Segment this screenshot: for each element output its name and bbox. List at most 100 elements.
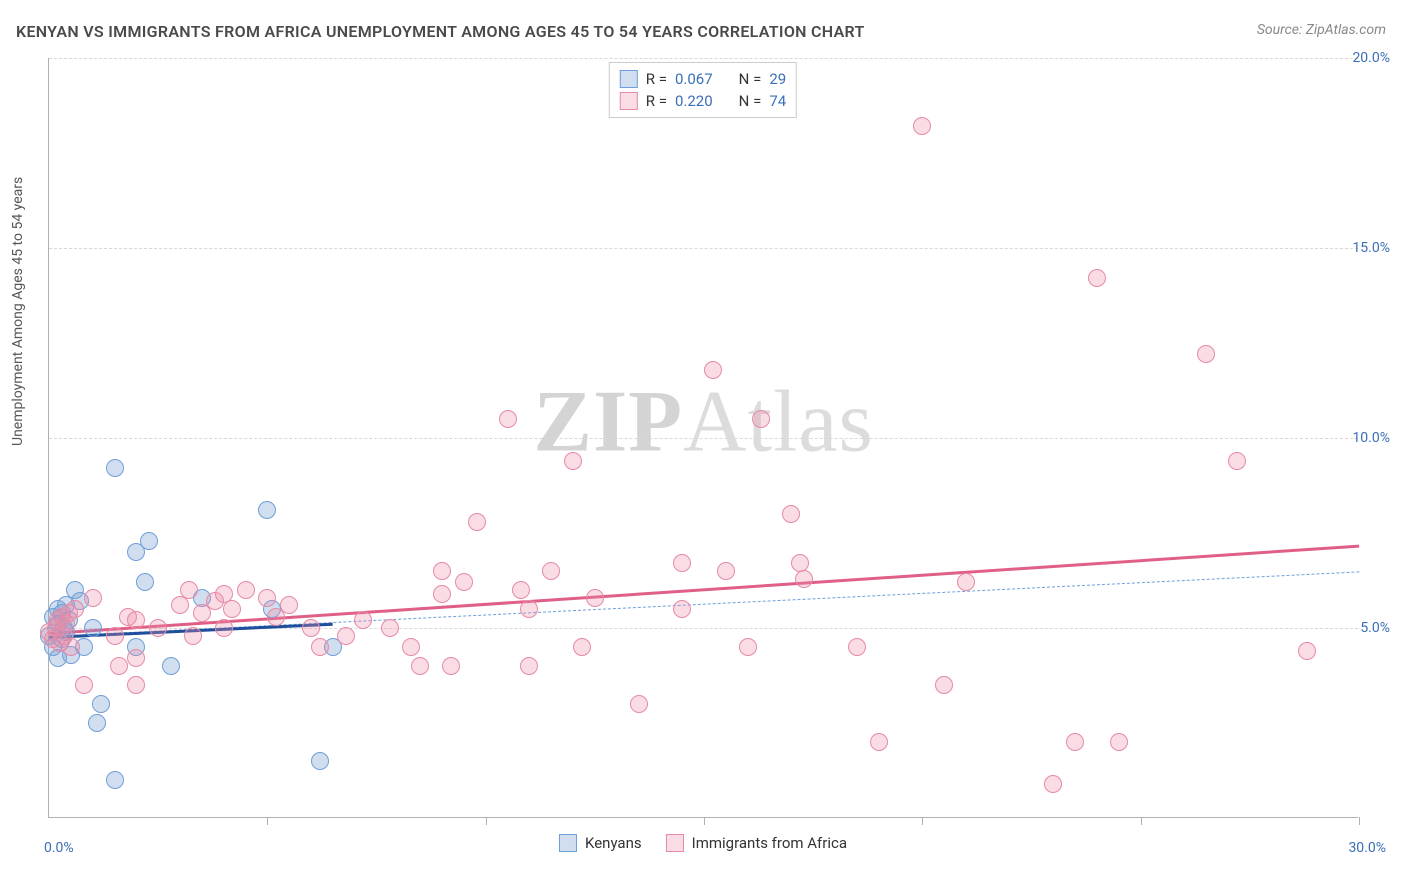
n-label: N = (739, 70, 762, 88)
data-point-kenyans (162, 657, 180, 675)
data-point-immigrants (468, 513, 486, 531)
data-point-immigrants (520, 657, 538, 675)
r-label: R = (646, 92, 667, 110)
n-label: N = (739, 92, 762, 110)
data-point-immigrants (180, 581, 198, 599)
data-point-immigrants (673, 600, 691, 618)
data-point-immigrants (520, 600, 538, 618)
data-point-immigrants (1298, 642, 1316, 660)
data-point-immigrants (630, 695, 648, 713)
data-point-immigrants (870, 733, 888, 751)
data-point-immigrants (913, 117, 931, 135)
data-point-immigrants (512, 581, 530, 599)
data-point-immigrants (848, 638, 866, 656)
data-point-immigrants (957, 573, 975, 591)
data-point-immigrants (782, 505, 800, 523)
data-point-immigrants (62, 638, 80, 656)
data-point-immigrants (127, 676, 145, 694)
data-point-immigrants (752, 410, 770, 428)
data-point-kenyans (88, 714, 106, 732)
n-value-kenyans: 29 (769, 70, 786, 88)
data-point-immigrants (354, 611, 372, 629)
x-tick (1359, 817, 1360, 825)
legend-item-kenyans: Kenyans (559, 834, 642, 852)
data-point-immigrants (110, 657, 128, 675)
data-point-immigrants (302, 619, 320, 637)
swatch-immigrants (666, 834, 684, 852)
data-point-immigrants (455, 573, 473, 591)
data-point-kenyans (106, 771, 124, 789)
data-point-immigrants (258, 589, 276, 607)
data-point-immigrants (673, 554, 691, 572)
data-point-immigrants (1197, 345, 1215, 363)
data-point-immigrants (149, 619, 167, 637)
data-point-immigrants (564, 452, 582, 470)
watermark-bold: ZIP (533, 374, 683, 471)
swatch-kenyans (620, 70, 638, 88)
data-point-immigrants (1044, 775, 1062, 793)
data-point-immigrants (411, 657, 429, 675)
data-point-immigrants (573, 638, 591, 656)
y-tick-label: 5.0% (1360, 620, 1390, 636)
data-point-immigrants (127, 611, 145, 629)
series-legend: Kenyans Immigrants from Africa (559, 834, 847, 852)
grid-line (49, 248, 1358, 249)
data-point-immigrants (739, 638, 757, 656)
swatch-kenyans (559, 834, 577, 852)
data-point-immigrants (433, 585, 451, 603)
data-point-immigrants (215, 619, 233, 637)
legend-label-immigrants: Immigrants from Africa (692, 834, 847, 852)
y-axis-label: Unemployment Among Ages 45 to 54 years (10, 177, 26, 446)
swatch-immigrants (620, 92, 638, 110)
legend-item-immigrants: Immigrants from Africa (666, 834, 847, 852)
data-point-immigrants (542, 562, 560, 580)
data-point-immigrants (84, 589, 102, 607)
data-point-immigrants (935, 676, 953, 694)
data-point-immigrants (402, 638, 420, 656)
data-point-immigrants (223, 600, 241, 618)
data-point-immigrants (106, 627, 124, 645)
data-point-immigrants (381, 619, 399, 637)
data-point-immigrants (433, 562, 451, 580)
legend-row-kenyans: R = 0.067 N = 29 (620, 68, 786, 90)
data-point-immigrants (1228, 452, 1246, 470)
data-point-kenyans (84, 619, 102, 637)
x-end-label: 30.0% (1348, 840, 1386, 856)
data-point-immigrants (75, 676, 93, 694)
y-tick-label: 10.0% (1352, 430, 1390, 446)
r-label: R = (646, 70, 667, 88)
data-point-immigrants (66, 600, 84, 618)
data-point-kenyans (92, 695, 110, 713)
watermark-light: Atlas (683, 374, 874, 471)
x-tick (267, 817, 268, 825)
data-point-immigrants (442, 657, 460, 675)
data-point-immigrants (795, 570, 813, 588)
data-point-kenyans (106, 459, 124, 477)
data-point-immigrants (127, 649, 145, 667)
data-point-kenyans (311, 752, 329, 770)
data-point-immigrants (1088, 269, 1106, 287)
data-point-immigrants (1066, 733, 1084, 751)
y-tick-label: 15.0% (1352, 240, 1390, 256)
data-point-immigrants (1110, 733, 1128, 751)
x-origin-label: 0.0% (44, 840, 74, 856)
legend-row-immigrants: R = 0.220 N = 74 (620, 90, 786, 112)
data-point-immigrants (586, 589, 604, 607)
data-point-immigrants (337, 627, 355, 645)
data-point-immigrants (311, 638, 329, 656)
data-point-immigrants (717, 562, 735, 580)
chart-title: KENYAN VS IMMIGRANTS FROM AFRICA UNEMPLO… (16, 22, 865, 41)
data-point-immigrants (184, 627, 202, 645)
grid-line (49, 58, 1358, 59)
source-label: Source: ZipAtlas.com (1257, 22, 1386, 38)
data-point-kenyans (140, 532, 158, 550)
n-value-immigrants: 74 (769, 92, 786, 110)
data-point-immigrants (237, 581, 255, 599)
chart-container: KENYAN VS IMMIGRANTS FROM AFRICA UNEMPLO… (0, 0, 1406, 892)
x-tick (486, 817, 487, 825)
data-point-immigrants (704, 361, 722, 379)
grid-line (49, 438, 1358, 439)
data-point-kenyans (258, 501, 276, 519)
data-point-kenyans (136, 573, 154, 591)
r-value-kenyans: 0.067 (675, 70, 713, 88)
